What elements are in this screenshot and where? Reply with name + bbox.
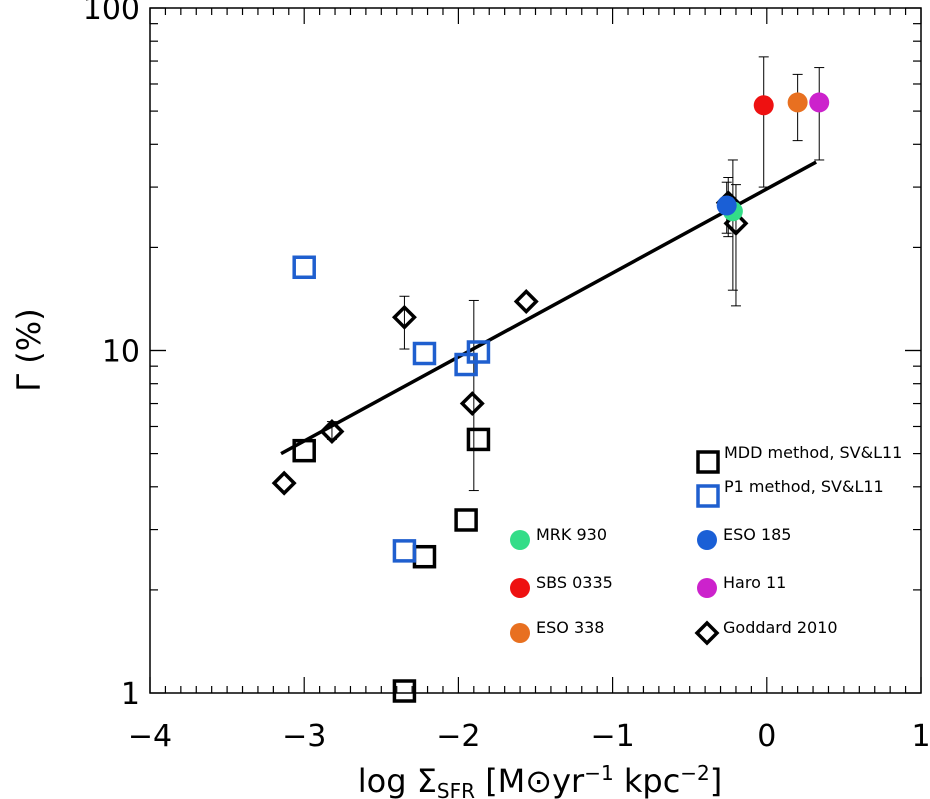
point-goddard-2010 bbox=[271, 470, 297, 496]
x-axis-label: log ΣSFR [M⊙yr−1 kpc−2] bbox=[358, 761, 723, 799]
point-mdd-method-sv-l11 bbox=[454, 508, 478, 532]
x-tick-label: −3 bbox=[282, 719, 326, 754]
y-axis-label: Γ (%) bbox=[10, 308, 48, 391]
point-goddard-2010 bbox=[513, 289, 539, 314]
point-mdd-method-sv-l11 bbox=[466, 427, 491, 452]
legend-marker-sbs-0335 bbox=[510, 578, 530, 598]
y-tick-label: 10 bbox=[102, 335, 140, 370]
point-sbs-0335 bbox=[753, 95, 774, 116]
legend-marker-mdd-method-sv-l11 bbox=[696, 450, 720, 474]
y-tick-label: 1 bbox=[121, 677, 140, 712]
x-tick-label: 0 bbox=[757, 719, 776, 754]
x-tick-label: −1 bbox=[590, 719, 634, 754]
point-goddard-2010 bbox=[391, 304, 417, 330]
legend: MDD method, SV&L11 P1 method, SV&L11 MRK 9… bbox=[510, 443, 902, 646]
point-goddard-2010 bbox=[459, 391, 485, 417]
point-mdd-method-sv-l11 bbox=[412, 544, 437, 569]
error-bars bbox=[326, 56, 825, 492]
x-axis-label-mid: kpc bbox=[614, 762, 681, 799]
legend-marker-mrk-930 bbox=[510, 530, 530, 550]
point-goddard-2010 bbox=[319, 419, 345, 445]
x-axis-label-exp1: −1 bbox=[584, 761, 613, 785]
legend-label-eso-185: ESO 185 bbox=[723, 525, 791, 544]
tick-labels: −4 −3 −2 −1 0 1 1 10 100 bbox=[83, 0, 930, 754]
legend-label-eso-338: ESO 338 bbox=[536, 618, 604, 637]
legend-marker-p1-method-sv-l11 bbox=[696, 484, 720, 508]
axis-ticks bbox=[149, 7, 922, 694]
x-axis-label-end: ] bbox=[710, 762, 722, 799]
legend-label-mrk-930: MRK 930 bbox=[536, 525, 607, 544]
point-haro-11 bbox=[809, 92, 830, 113]
x-tick-label: 1 bbox=[911, 719, 930, 754]
point-p1-method-sv-l11 bbox=[454, 352, 478, 377]
point-p1-method-sv-l11 bbox=[392, 539, 417, 563]
x-axis-label-units: [M⊙yr bbox=[475, 762, 585, 799]
point-p1-method-sv-l11 bbox=[292, 255, 316, 280]
data-markers bbox=[271, 92, 830, 703]
point-mdd-method-sv-l11 bbox=[292, 438, 316, 463]
legend-label-sbs-0335: SBS 0335 bbox=[536, 573, 613, 592]
x-axis-label-sub: SFR bbox=[437, 779, 475, 799]
point-p1-method-sv-l11 bbox=[412, 341, 437, 366]
x-axis-label-main: log Σ bbox=[358, 762, 437, 799]
legend-label-goddard-2010: Goddard 2010 bbox=[723, 618, 838, 637]
x-tick-label: −2 bbox=[436, 719, 480, 754]
point-eso-338 bbox=[787, 92, 808, 113]
point-p1-method-sv-l11 bbox=[466, 340, 491, 364]
legend-label-p1-method-sv-l11: P1 method, SV&L11 bbox=[724, 477, 884, 496]
legend-label-haro-11: Haro 11 bbox=[723, 573, 786, 592]
x-axis-label-exp2: −2 bbox=[680, 761, 709, 785]
legend-marker-haro-11 bbox=[697, 578, 717, 598]
x-tick-label: −4 bbox=[128, 719, 172, 754]
legend-marker-eso-338 bbox=[510, 623, 530, 643]
y-tick-label: 100 bbox=[83, 0, 140, 27]
legend-marker-goddard-2010 bbox=[694, 620, 720, 646]
point-mdd-method-sv-l11 bbox=[392, 679, 417, 703]
legend-marker-eso-185 bbox=[697, 530, 717, 550]
legend-label-mdd-method-sv-l11: MDD method, SV&L11 bbox=[724, 443, 902, 462]
point-eso-185 bbox=[716, 195, 737, 216]
